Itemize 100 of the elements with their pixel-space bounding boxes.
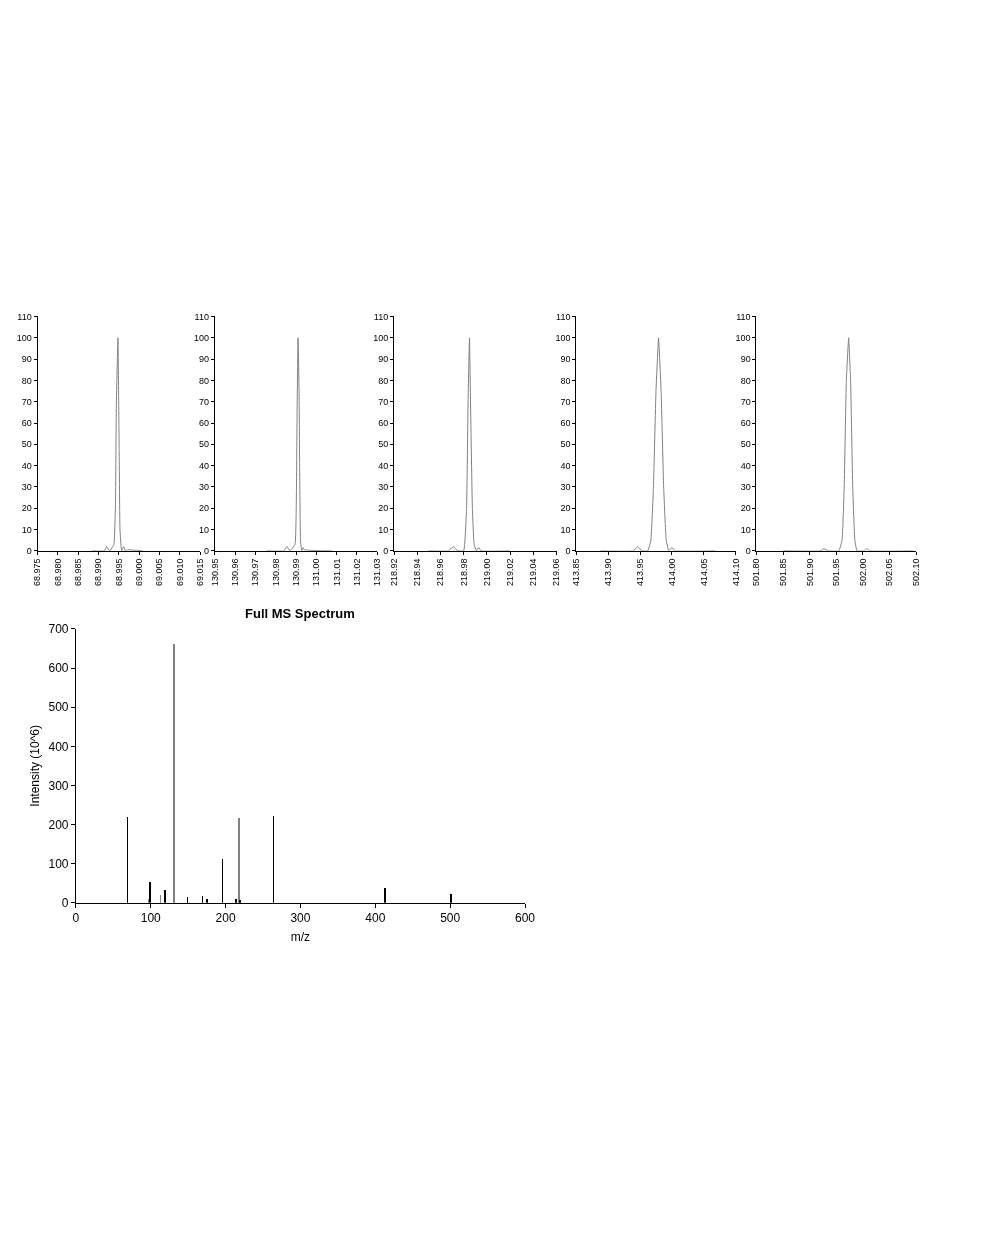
y-tick-label: 30 [378, 482, 389, 493]
y-tick-label: 90 [378, 354, 389, 365]
y-tick-label: 60 [21, 418, 32, 429]
y-tick-label: 100 [16, 332, 32, 343]
x-tick-label: 219.02 [505, 558, 516, 586]
x-tick-label: 413.95 [634, 558, 645, 586]
y-tick-label: 70 [198, 396, 209, 407]
y-tick-label: 80 [378, 375, 389, 386]
y-tick-label: 10 [378, 524, 389, 535]
x-tick-label: 219.04 [528, 558, 539, 586]
y-tick-label: 40 [740, 460, 751, 471]
x-tick-label: 414.10 [730, 558, 741, 586]
y-tick-label: 50 [378, 439, 389, 450]
y-tick-label: 100 [48, 856, 69, 871]
y-tick-label: 100 [735, 332, 751, 343]
x-tick-label: 131.03 [372, 558, 383, 586]
y-tick-label: 20 [740, 503, 751, 514]
y-tick-label: 50 [21, 439, 32, 450]
x-tick-label: 414.05 [698, 558, 709, 586]
y-tick-label: 0 [383, 545, 389, 556]
y-tick-label: 400 [48, 739, 69, 754]
y-tick-label: 70 [378, 396, 389, 407]
x-tick-label: 69.010 [174, 558, 185, 586]
y-tick-label: 110 [736, 311, 751, 322]
x-tick-label: 218.92 [388, 558, 399, 586]
y-tick-label: 50 [560, 439, 571, 450]
y-tick-label: 0 [61, 896, 69, 911]
x-tick-label: 500 [440, 911, 461, 926]
y-tick-label: 110 [373, 311, 389, 322]
bar [172, 643, 175, 903]
bar [237, 817, 240, 903]
y-tick-label: 30 [21, 482, 32, 493]
y-tick-label: 80 [198, 375, 209, 386]
x-tick-label: 130.95 [209, 558, 220, 586]
y-tick-label: 300 [48, 778, 69, 793]
y-tick-label: 60 [560, 418, 571, 429]
y-tick-label: 10 [21, 524, 32, 535]
y-tick-label: 90 [560, 354, 571, 365]
y-tick-label: 80 [560, 375, 571, 386]
x-tick-label: 218.94 [412, 558, 423, 586]
y-tick-label: 90 [198, 354, 209, 365]
y-tick-label: 40 [378, 460, 389, 471]
y-tick-label: 40 [21, 460, 32, 471]
x-tick-label: 68.980 [52, 558, 63, 586]
y-tick-label: 110 [194, 311, 209, 322]
y-tick-label: 10 [740, 524, 751, 535]
x-tick-label: 69.015 [194, 558, 205, 586]
y-tick-label: 110 [556, 311, 571, 322]
y-tick-label: 40 [560, 460, 571, 471]
x-tick-label: 69.000 [133, 558, 144, 586]
y-tick-label: 40 [198, 460, 209, 471]
y-tick-label: 0 [203, 545, 209, 556]
x-tick-label: 130.99 [290, 558, 301, 586]
x-tick-label: 200 [215, 911, 236, 926]
y-tick-label: 700 [48, 622, 69, 637]
chart-title: Full MS Spectrum [245, 606, 355, 621]
x-tick-label: 414.00 [666, 558, 677, 586]
x-tick-label: 501.80 [751, 558, 762, 586]
x-tick-label: 219.06 [551, 558, 562, 586]
x-tick-label: 131.01 [331, 558, 342, 586]
x-tick-label: 219.00 [481, 558, 492, 586]
y-tick-label: 0 [26, 545, 32, 556]
x-tick-label: 501.95 [831, 558, 842, 586]
y-tick-label: 110 [17, 311, 32, 322]
x-tick-label: 413.85 [571, 558, 582, 586]
x-tick-label: 131.02 [351, 558, 362, 586]
y-axis-title: Intensity (10^6) [27, 725, 42, 807]
y-tick-label: 70 [21, 396, 32, 407]
y-tick-label: 60 [740, 418, 751, 429]
x-tick-label: 131.00 [311, 558, 322, 586]
x-tick-label: 68.990 [93, 558, 104, 586]
y-tick-label: 70 [740, 396, 751, 407]
y-tick-label: 100 [373, 332, 389, 343]
x-tick-label: 502.10 [910, 558, 921, 586]
y-tick-label: 30 [560, 482, 571, 493]
y-tick-label: 0 [745, 545, 751, 556]
x-tick-label: 300 [290, 911, 311, 926]
x-tick-label: 502.00 [857, 558, 868, 586]
y-tick-label: 200 [48, 817, 69, 832]
x-tick-label: 68.995 [113, 558, 124, 586]
y-tick-label: 30 [198, 482, 209, 493]
y-tick-label: 100 [193, 332, 209, 343]
y-tick-label: 20 [198, 503, 209, 514]
x-tick-label: 100 [140, 911, 162, 926]
y-tick-label: 60 [378, 418, 389, 429]
y-tick-label: 100 [555, 332, 571, 343]
x-tick-label: 0 [72, 911, 80, 926]
y-tick-label: 0 [565, 545, 571, 556]
x-tick-label: 130.96 [230, 558, 241, 586]
x-tick-label: 600 [514, 911, 536, 926]
y-tick-label: 500 [48, 700, 69, 715]
y-tick-label: 70 [560, 396, 571, 407]
x-tick-label: 130.98 [270, 558, 281, 586]
y-tick-label: 60 [198, 418, 209, 429]
x-tick-label: 69.005 [154, 558, 165, 586]
x-tick-label: 501.85 [777, 558, 788, 586]
x-tick-label: 413.90 [603, 558, 614, 586]
y-tick-label: 50 [740, 439, 751, 450]
y-tick-label: 50 [198, 439, 209, 450]
y-tick-label: 20 [378, 503, 389, 514]
